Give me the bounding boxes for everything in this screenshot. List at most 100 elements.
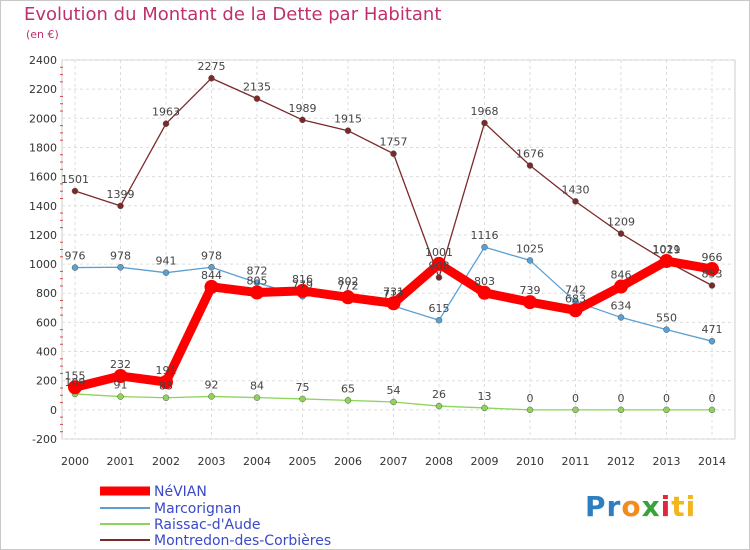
y-tick-label: 1800: [29, 141, 57, 154]
logo-letter: o: [621, 490, 642, 523]
data-point: [477, 285, 492, 300]
data-label: 1209: [607, 216, 635, 229]
data-point: [568, 303, 583, 318]
data-label: 739: [520, 284, 541, 297]
data-point: [614, 279, 628, 294]
data-point: [435, 402, 443, 410]
data-point: [708, 337, 716, 345]
y-axis: -200 0 200 400 600 800 1000 1200 1400 1600 1800 200…: [29, 54, 63, 446]
data-label: 978: [110, 249, 131, 262]
data-point: [253, 394, 261, 401]
data-label: 1430: [562, 183, 590, 196]
data-label: 471: [702, 323, 723, 336]
data-label: 1757: [380, 136, 408, 149]
x-tick-label: 2001: [107, 455, 135, 468]
data-label: 1399: [107, 188, 135, 201]
x-tick-label: 2009: [471, 455, 499, 468]
data-label: 1915: [334, 113, 362, 126]
data-label: 91: [114, 379, 128, 392]
y-tick-label: 0: [50, 404, 57, 417]
y-tick-label: 2200: [29, 83, 57, 96]
data-label: 0: [572, 392, 579, 405]
data-point: [663, 326, 670, 333]
data-point: [526, 406, 534, 414]
y-tick-label: 1000: [29, 258, 57, 271]
data-labels-0: 155 232 191 844 805 816 772 731 1001 803 739 683 846…: [65, 243, 723, 382]
data-point: [708, 282, 716, 289]
data-label: 83: [159, 380, 173, 393]
data-point: [250, 285, 264, 300]
data-point: [617, 314, 625, 321]
data-label: 0: [709, 392, 716, 405]
data-point: [208, 74, 215, 82]
y-tick-label: -200: [32, 433, 57, 446]
data-label: 84: [250, 380, 264, 393]
legend-item: NéVIAN: [100, 484, 207, 500]
data-label: 1025: [516, 242, 544, 255]
data-label: 615: [429, 302, 450, 315]
data-point: [162, 269, 170, 276]
data-label: 26: [432, 388, 446, 401]
data-label: 941: [156, 255, 177, 268]
data-point: [113, 369, 128, 384]
data-label: 802: [338, 275, 359, 288]
data-labels-3: 1501 1399 1963 2275 2135 1989 1915 1757 908 1968 1…: [61, 60, 723, 280]
data-point: [159, 375, 173, 390]
data-point: [344, 397, 352, 404]
data-label: 1116: [471, 229, 499, 242]
data-point: [341, 290, 355, 305]
data-label: 191: [156, 364, 177, 377]
data-labels-2: 109 91 83 92 84 75 65 54 26 13 0 0 0 0 0: [65, 376, 716, 405]
data-label: 712: [383, 288, 404, 301]
data-point: [481, 243, 488, 251]
plot-area: [61, 59, 736, 440]
data-point: [390, 150, 397, 157]
data-label: 1001: [425, 246, 453, 259]
x-tick-label: 2013: [653, 455, 681, 468]
data-label: 232: [110, 358, 131, 371]
x-tick-label: 2005: [289, 455, 317, 468]
data-label: 0: [618, 392, 625, 405]
data-point: [526, 162, 534, 169]
data-point: [705, 262, 719, 277]
data-point: [523, 295, 537, 310]
data-label: 1989: [289, 102, 317, 115]
y-tick-label: 1200: [29, 229, 57, 242]
data-label: 779: [292, 278, 313, 291]
data-point: [344, 127, 352, 134]
data-labels-1: 976 978 941 978 872 779 802 712 615 1116 1025 742 63…: [65, 229, 723, 336]
data-label: 844: [201, 269, 222, 282]
y-tick-label: 200: [36, 375, 57, 388]
data-label: 0: [663, 392, 670, 405]
data-label: 731: [383, 285, 404, 298]
data-label: 92: [205, 378, 219, 391]
y-tick-label: 2400: [29, 54, 57, 67]
data-point: [572, 198, 579, 205]
data-point: [68, 380, 82, 395]
data-point: [386, 296, 401, 311]
y-tick-label: 2000: [29, 112, 57, 125]
data-point: [617, 230, 625, 237]
data-label: 634: [611, 299, 632, 312]
x-tick-label: 2014: [698, 455, 726, 468]
data-label: 853: [702, 268, 723, 281]
x-tick-label: 2003: [198, 455, 226, 468]
logo-letter: ti: [671, 490, 697, 523]
data-label: 0: [527, 392, 534, 405]
data-label: 2135: [243, 81, 271, 94]
data-label: 2275: [198, 60, 226, 73]
legend-item: Raissac-d'Aude: [100, 517, 261, 533]
x-tick-label: 2010: [516, 455, 544, 468]
legend-item: Montredon-des-Corbières: [100, 533, 331, 549]
data-label: 13: [478, 390, 492, 403]
data-label: 1019: [653, 243, 681, 256]
data-point: [526, 257, 534, 264]
data-label: 846: [611, 269, 632, 282]
legend-label: Marcorignan: [154, 501, 241, 517]
data-label: 1963: [152, 106, 180, 119]
legend-label: Montredon-des-Corbières: [154, 533, 331, 549]
data-point: [295, 283, 310, 298]
data-label: 1021: [653, 243, 681, 256]
y-tick-label: 1400: [29, 200, 57, 213]
data-label: 65: [341, 382, 355, 395]
